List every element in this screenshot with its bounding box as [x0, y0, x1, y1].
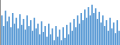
bar — [28, 26, 30, 45]
bar — [43, 32, 45, 45]
bar — [39, 34, 41, 45]
bar — [66, 25, 68, 45]
bar — [48, 24, 50, 45]
bar — [7, 21, 9, 45]
bar — [53, 40, 55, 45]
bar — [102, 15, 104, 45]
bar — [26, 15, 28, 45]
bar — [41, 21, 43, 45]
bar — [5, 11, 7, 45]
bar — [86, 18, 88, 45]
bar — [100, 23, 102, 45]
bar — [111, 28, 113, 45]
bar — [98, 12, 100, 45]
bar — [32, 31, 34, 45]
bars — [1, 5, 120, 45]
bar — [75, 27, 77, 45]
bar — [82, 20, 84, 45]
bar — [118, 31, 120, 45]
bar — [59, 30, 61, 45]
bar — [104, 26, 106, 45]
bar — [106, 20, 108, 45]
bar — [1, 15, 3, 45]
bar — [23, 19, 25, 45]
bar — [88, 7, 90, 45]
bar — [25, 30, 27, 45]
bar — [117, 20, 119, 45]
bar — [70, 23, 72, 45]
bar — [109, 18, 111, 45]
bar — [61, 40, 63, 45]
bar — [73, 19, 75, 45]
bar — [14, 24, 16, 45]
bar — [95, 8, 97, 45]
bar — [77, 15, 79, 45]
bar — [91, 5, 93, 45]
bar — [79, 24, 81, 45]
bar — [71, 31, 73, 45]
bar — [16, 18, 18, 45]
bar — [21, 25, 23, 45]
bar — [37, 24, 39, 45]
bar — [50, 34, 52, 45]
bar — [3, 26, 5, 45]
bar — [115, 33, 117, 45]
chart-svg — [0, 0, 120, 45]
bar — [64, 38, 66, 45]
bar — [19, 14, 21, 45]
bar — [89, 15, 91, 45]
axis-line — [0, 0, 1, 45]
bar — [52, 28, 54, 45]
bar — [62, 27, 64, 45]
bar — [113, 23, 115, 45]
bar — [80, 13, 82, 45]
bar — [84, 9, 86, 45]
chart-container — [0, 0, 120, 45]
bar — [68, 34, 70, 45]
bar — [55, 26, 57, 45]
bar — [97, 19, 99, 45]
bar — [34, 18, 36, 45]
bar — [44, 26, 46, 45]
bar — [17, 28, 19, 45]
bar — [8, 17, 10, 45]
bar — [57, 37, 59, 45]
bar — [30, 20, 32, 45]
bar — [46, 37, 48, 45]
bar — [35, 28, 37, 45]
bar — [108, 31, 110, 45]
bar — [10, 27, 12, 45]
bar — [12, 13, 14, 45]
bar — [93, 13, 95, 45]
